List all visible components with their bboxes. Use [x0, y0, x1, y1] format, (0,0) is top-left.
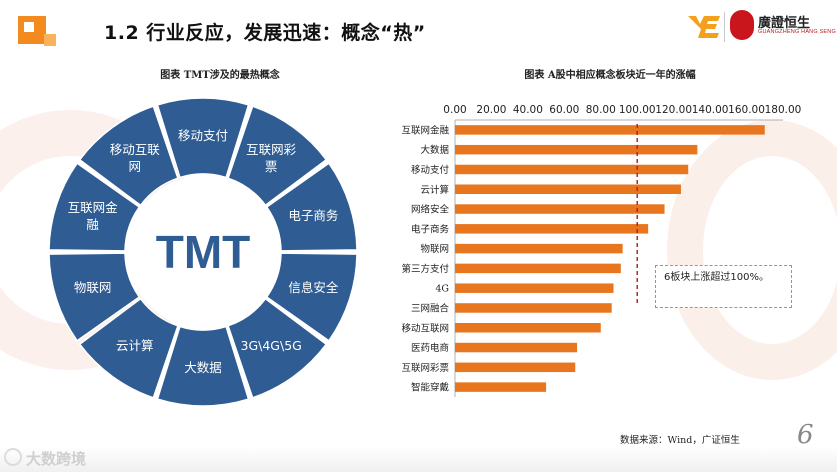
wheel-segment	[78, 297, 179, 399]
bar	[455, 243, 623, 254]
bar	[455, 382, 547, 392]
bar	[455, 164, 689, 175]
wheel-segment	[48, 162, 141, 252]
category-label: 三网融合	[411, 302, 450, 314]
wheel-segment	[227, 105, 328, 207]
company-seal-icon	[730, 10, 754, 40]
category-label: 智能穿戴	[411, 382, 450, 394]
category-label: 第三方支付	[401, 263, 449, 275]
category-label: 互联网金融	[401, 124, 449, 136]
footer-brand-icon	[4, 448, 22, 466]
x-tick-label: 20.00	[476, 104, 506, 116]
x-tick-label: 40.00	[513, 104, 543, 116]
wheel-segment	[265, 252, 358, 342]
wheel-segment	[48, 252, 141, 342]
wheel-segment-label: 互联网金融	[68, 200, 119, 232]
wheel-center	[127, 176, 279, 328]
wheel-segment-label: 云计算	[116, 338, 154, 353]
wheel-segment-label: 3G\4G\5G	[241, 338, 302, 353]
x-tick-label: 100.00	[619, 104, 656, 116]
wheel-segment-label: 互联网彩票	[246, 142, 297, 174]
footer-bar	[0, 446, 837, 472]
bar	[455, 283, 614, 293]
x-tick-label: 80.00	[586, 104, 616, 116]
category-label: 云计算	[420, 184, 449, 196]
wheel-segment	[78, 105, 179, 207]
category-label: 移动互联网	[401, 322, 449, 334]
wheel-center-label: TMT	[156, 226, 251, 278]
category-label: 4G	[435, 284, 449, 295]
left-figure-caption: 图表 TMT涉及的最热概念	[160, 70, 280, 81]
chart-note-box: 6板块上涨超过100%。	[655, 265, 792, 308]
category-label: 移动支付	[411, 164, 450, 176]
bar	[455, 263, 621, 274]
company-name-en: GUANGZHENG HANG SENG	[758, 29, 836, 35]
wheel-segment-label: 物联网	[74, 280, 112, 295]
title-decoration-small	[44, 34, 56, 46]
bar	[455, 303, 612, 313]
bar	[455, 125, 765, 135]
bar	[455, 342, 578, 353]
footer-brand: 大数跨境	[26, 450, 87, 468]
bar	[455, 323, 601, 333]
bar	[455, 362, 576, 373]
data-source: 数据来源：Wind，广证恒生	[620, 435, 740, 446]
wheel-segment	[265, 162, 358, 252]
bar	[455, 144, 698, 155]
wheel-segment-label: 大数据	[184, 360, 222, 375]
category-label: 物联网	[420, 243, 449, 255]
wheel-segment	[156, 325, 250, 407]
wheel-segment-label: 信息安全	[288, 280, 339, 295]
category-label: 医药电商	[411, 342, 449, 354]
wheel-segment-label: 移动支付	[178, 128, 228, 143]
bar	[455, 204, 665, 214]
wheel-segment	[227, 297, 328, 399]
category-label: 大数据	[420, 144, 449, 156]
x-tick-label: 180.00	[765, 104, 802, 116]
company-name-cn: 廣證恒生	[758, 16, 811, 31]
logo-divider	[724, 12, 725, 42]
x-tick-label: 120.00	[655, 104, 692, 116]
wheel-segment-label: 电子商务	[288, 208, 338, 223]
bar	[455, 184, 681, 194]
title-decoration-inner	[24, 22, 34, 32]
category-label: 电子商务	[411, 223, 450, 235]
x-tick-label: 160.00	[728, 104, 765, 116]
right-figure-caption: 图表 A股中相应概念板块近一年的涨幅	[524, 70, 696, 81]
page-number: 6	[797, 420, 814, 450]
page-title: 1.2 行业反应，发展迅速：概念“热”	[104, 22, 426, 44]
x-tick-label: 0.00	[443, 104, 466, 116]
category-label: 网络安全	[411, 204, 450, 216]
bar	[455, 224, 649, 234]
x-tick-label: 60.00	[549, 104, 579, 116]
ye-logo-icon	[688, 16, 720, 38]
wheel-segment	[156, 97, 250, 179]
wheel-segment-label: 移动互联网	[110, 142, 161, 174]
x-tick-label: 140.00	[692, 104, 729, 116]
category-label: 互联网彩票	[401, 363, 449, 374]
